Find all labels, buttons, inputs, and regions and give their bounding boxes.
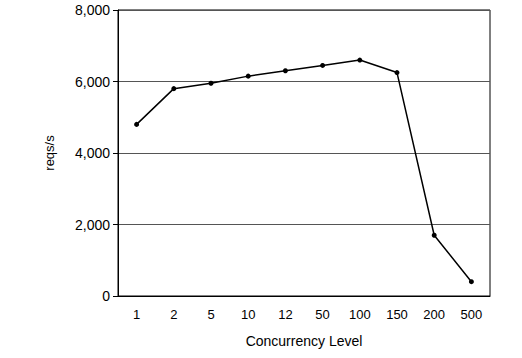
svg-text:4,000: 4,000 xyxy=(75,145,110,161)
svg-text:0: 0 xyxy=(102,288,110,304)
svg-text:6,000: 6,000 xyxy=(75,74,110,90)
svg-text:10: 10 xyxy=(241,307,255,322)
svg-text:Concurrency Level: Concurrency Level xyxy=(246,333,363,349)
svg-text:50: 50 xyxy=(315,307,329,322)
svg-text:2: 2 xyxy=(170,307,177,322)
svg-text:200: 200 xyxy=(423,307,445,322)
svg-text:500: 500 xyxy=(461,307,483,322)
svg-text:8,000: 8,000 xyxy=(75,2,110,18)
svg-text:1: 1 xyxy=(133,307,140,322)
svg-text:5: 5 xyxy=(207,307,214,322)
svg-text:150: 150 xyxy=(386,307,408,322)
svg-text:2,000: 2,000 xyxy=(75,217,110,233)
svg-text:12: 12 xyxy=(278,307,292,322)
svg-text:reqs/s: reqs/s xyxy=(42,135,57,171)
svg-text:100: 100 xyxy=(349,307,371,322)
